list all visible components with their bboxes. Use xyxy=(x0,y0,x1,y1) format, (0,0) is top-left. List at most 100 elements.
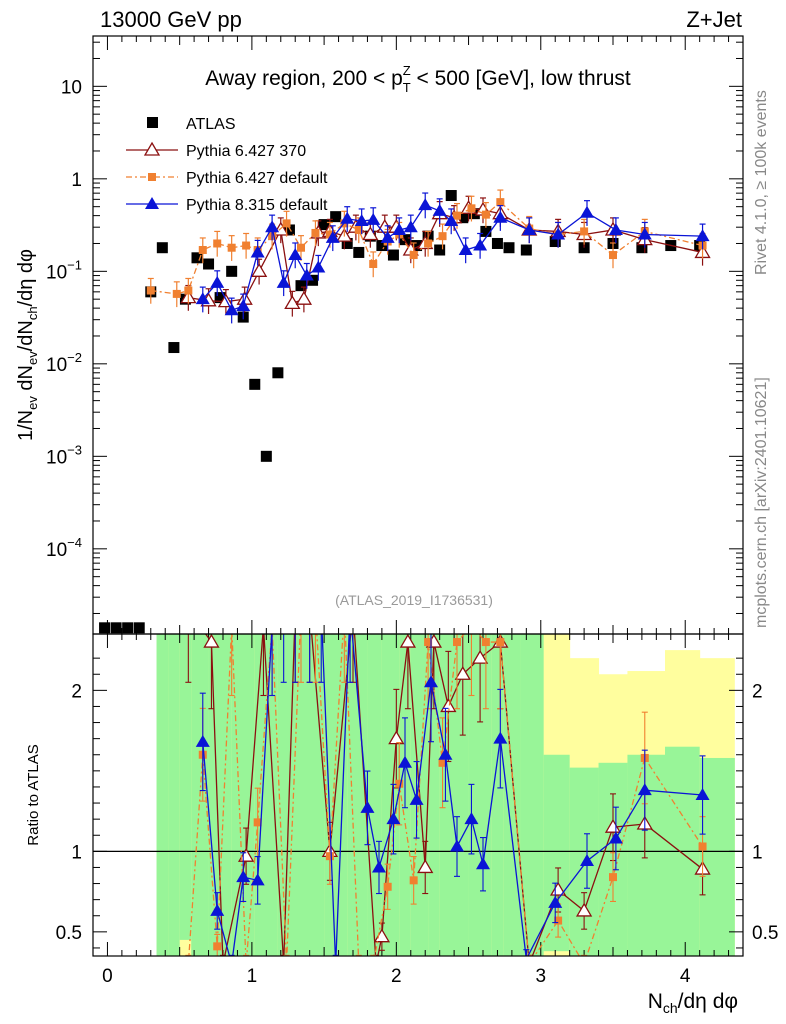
ratio-point-0-23 xyxy=(604,818,622,833)
tick-base: 10 xyxy=(46,447,67,468)
point-2-23 xyxy=(481,210,490,219)
point-2-0 xyxy=(146,286,155,295)
ylabel-c-sub: ch xyxy=(25,306,40,320)
y-tick-label-ratio-right: 2 xyxy=(752,681,763,702)
x-axis-label: Nch/dη dφ xyxy=(648,990,738,1016)
ratio-point-2-19 xyxy=(450,839,464,852)
band-inner-19 xyxy=(491,634,504,956)
point-3-23 xyxy=(522,222,537,235)
point-3-3 xyxy=(236,299,251,312)
ratio-point-0-21 xyxy=(549,881,567,896)
point-3-20 xyxy=(458,243,473,256)
ratio-point-0-17 xyxy=(454,665,471,680)
legend-marker-py6-default xyxy=(148,173,156,181)
band-inner-20 xyxy=(503,634,522,956)
ratio-point-1-15 xyxy=(395,779,404,788)
y-tick-label-ratio: 0.5 xyxy=(56,923,82,944)
ratio-point-1-10 xyxy=(325,852,334,861)
ratio-point-0-1 xyxy=(203,634,220,648)
y-tick-label-main: 10 xyxy=(61,77,82,98)
analysis-label: (ATLAS_2019_I1736531) xyxy=(335,592,493,608)
y-tick-label-ratio: 2 xyxy=(71,681,82,702)
legend-label-atlas: ATLAS xyxy=(186,116,236,133)
point-0-20 xyxy=(330,211,342,223)
legend-entry-atlas: ATLAS xyxy=(147,116,236,133)
point-3-9 xyxy=(311,260,326,273)
ratio-point-1-14 xyxy=(383,882,392,891)
legend-label-py6-370: Pythia 6.427 370 xyxy=(186,143,306,160)
ratio-y-axis-label: Ratio to ATLAS xyxy=(25,744,42,845)
title-sup: Z xyxy=(403,63,411,78)
point-3-25 xyxy=(580,205,594,218)
ratio-point-1-2 xyxy=(213,942,222,951)
point-3-0 xyxy=(195,292,210,305)
band-inner-10 xyxy=(347,634,368,956)
xlabel-a-sub: ch xyxy=(663,1000,678,1016)
point-2-2 xyxy=(184,286,193,295)
point-0-3 xyxy=(133,622,145,634)
point-3-13 xyxy=(366,212,381,225)
ratio-point-0-3 xyxy=(237,847,255,862)
ratio-point-2-16 xyxy=(409,792,424,805)
band-inner-21 xyxy=(520,634,545,956)
ratio-panel-frame xyxy=(92,633,744,957)
legend: ATLAS Pythia 6.427 370 Pythia 6.427 defa… xyxy=(126,116,328,214)
point-1-6 xyxy=(284,295,301,310)
point-3-22 xyxy=(493,210,508,223)
ratio-point-2-3 xyxy=(236,870,251,883)
point-0-29 xyxy=(434,244,446,256)
ratio-point-1-19 xyxy=(453,638,461,647)
point-2-18 xyxy=(409,251,418,260)
point-0-11 xyxy=(226,265,238,277)
ratio-point-1-28 xyxy=(698,842,707,851)
ratio-point-2-27 xyxy=(637,783,652,796)
point-0-40 xyxy=(636,242,648,254)
legend-label-py6-default: Pythia 6.427 default xyxy=(186,170,328,187)
y-axis-label: 1/Nev dNev/dNch/dη dφ xyxy=(15,249,40,441)
xlabel-a: N xyxy=(648,990,663,1013)
point-0-10 xyxy=(214,292,226,304)
band-inner-2 xyxy=(179,634,192,940)
ratio-point-2-18 xyxy=(438,747,453,760)
point-2-21 xyxy=(453,211,461,220)
point-2-6 xyxy=(242,241,251,250)
ratio-point-0-14 xyxy=(417,859,434,874)
legend-marker-py8 xyxy=(145,197,159,209)
point-0-17 xyxy=(295,280,307,292)
point-3-24 xyxy=(551,227,566,240)
ratio-point-1-16 xyxy=(409,876,418,885)
ratio-point-2-0 xyxy=(195,734,210,747)
ratio-point-2-4 xyxy=(250,873,265,886)
point-3-2 xyxy=(224,303,239,316)
point-0-34 xyxy=(491,237,503,249)
band-inner-5 xyxy=(231,634,256,956)
tick-exponent: −4 xyxy=(67,535,82,550)
point-3-5 xyxy=(265,220,280,233)
point-0-15 xyxy=(272,367,284,379)
xlabel-b: /dη dφ xyxy=(678,990,738,1013)
point-3-18 xyxy=(432,203,447,216)
y-tick-label-main: 10−4 xyxy=(46,535,82,561)
series-line-1 xyxy=(188,207,703,305)
point-3-10 xyxy=(325,230,340,243)
ylabel-c: /dN xyxy=(15,320,37,351)
ratio-point-1-17 xyxy=(424,638,433,647)
ylabel-b: dN xyxy=(15,365,37,396)
y-tick-label-ratio-right: 1 xyxy=(752,842,763,863)
point-0-30 xyxy=(445,190,457,202)
point-0-25 xyxy=(387,249,399,261)
ratio-point-1-26 xyxy=(609,873,617,882)
point-0-5 xyxy=(156,242,168,254)
ratio-point-2-25 xyxy=(580,854,594,867)
point-3-16 xyxy=(403,220,418,233)
x-tick-label: 1 xyxy=(247,966,258,987)
band-inner-0 xyxy=(156,634,169,956)
point-0-31 xyxy=(457,212,469,224)
point-3-26 xyxy=(608,222,623,235)
x-tick-label: 4 xyxy=(680,966,691,987)
point-3-15 xyxy=(392,222,407,235)
point-0-13 xyxy=(249,378,261,390)
ratio-point-0-12 xyxy=(388,730,405,745)
tick-base: 10 xyxy=(46,540,67,561)
